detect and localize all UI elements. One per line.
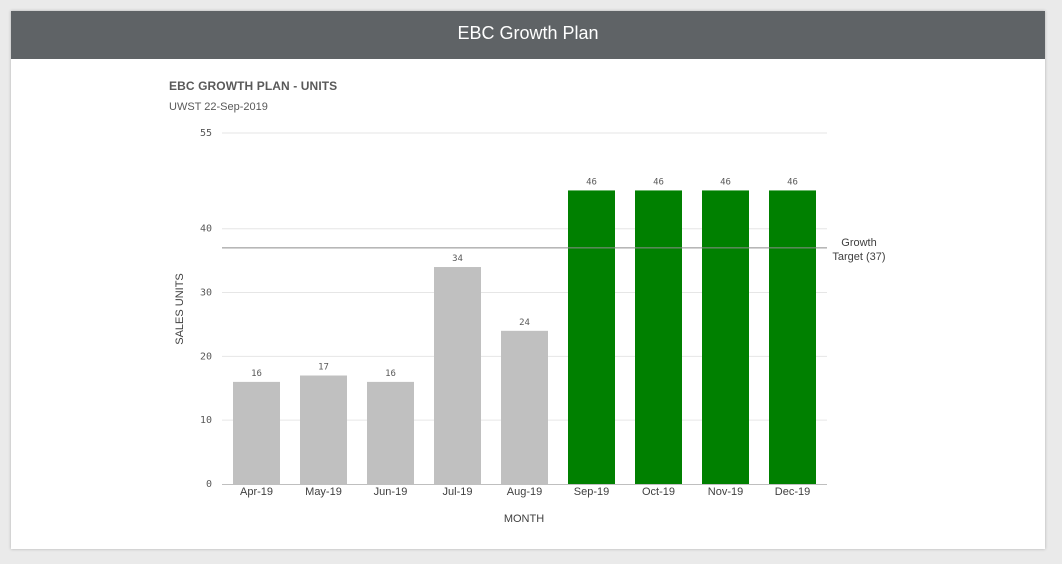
bar-sep-19 [568,190,615,484]
data-label: 16 [385,369,396,379]
page-header: EBC Growth Plan [11,11,1045,59]
chart-subtitle: UWST 22-Sep-2019 [169,101,268,113]
bar-jul-19 [434,267,481,484]
x-tick-label: May-19 [305,486,342,498]
data-label: 17 [318,363,329,373]
x-tick-label: Dec-19 [775,486,810,498]
x-tick-label: Aug-19 [507,486,542,498]
y-tick-label: 20 [200,351,212,362]
x-axis-title: MONTH [504,513,544,525]
bar-oct-19 [635,190,682,484]
bar-may-19 [300,375,347,484]
y-tick-label: 55 [200,128,212,139]
data-label: 46 [787,177,798,187]
data-label: 46 [586,177,597,187]
x-tick-label: Nov-19 [708,486,743,498]
bar-apr-19 [233,381,280,484]
data-label: 46 [720,177,731,187]
y-tick-label: 30 [200,288,212,299]
data-label: 24 [519,318,530,328]
data-label: 46 [653,177,664,187]
x-tick-label: Sep-19 [574,486,609,498]
y-tick-label: 0 [206,479,212,490]
y-axis-title: SALES UNITS [174,273,186,345]
bar-aug-19 [501,330,548,484]
bar-nov-19 [702,190,749,484]
growth-target-label: Growth Target (37) [832,237,885,263]
y-tick-label: 40 [200,224,212,235]
chart-title: EBC GROWTH PLAN - UNITS [169,79,338,93]
data-label: 34 [452,254,463,264]
x-tick-label: Apr-19 [240,486,273,498]
x-tick-label: Jul-19 [443,486,473,498]
x-tick-label: Jun-19 [374,486,408,498]
bar-jun-19 [367,381,414,484]
x-tick-label: Oct-19 [642,486,675,498]
y-tick-label: 10 [200,415,212,426]
bar-dec-19 [769,190,816,484]
data-label: 16 [251,369,262,379]
